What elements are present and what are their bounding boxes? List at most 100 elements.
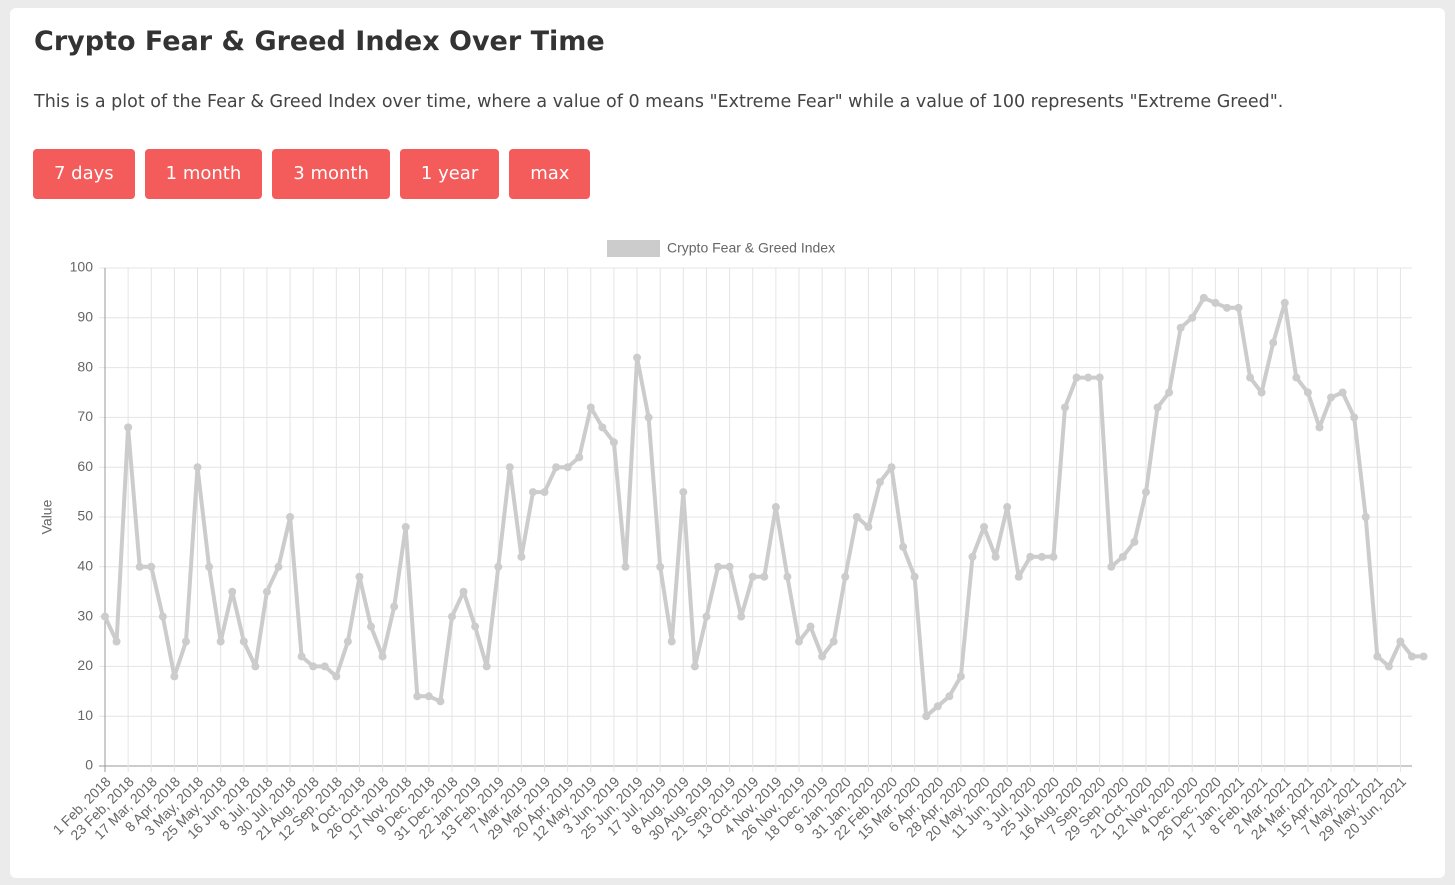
data-point: [1165, 388, 1174, 397]
data-point: [968, 552, 977, 561]
data-point: [1141, 488, 1150, 497]
data-point: [413, 692, 422, 701]
data-point: [794, 637, 803, 646]
data-point: [702, 612, 711, 621]
y-tick-label: 20: [77, 657, 93, 673]
data-point: [1130, 537, 1139, 546]
data-point: [424, 692, 433, 701]
data-point: [575, 453, 584, 462]
data-point: [899, 542, 908, 551]
y-tick-label: 60: [77, 458, 93, 474]
data-point: [1234, 303, 1243, 312]
data-point: [829, 637, 838, 646]
data-point: [563, 463, 572, 472]
data-point: [633, 353, 642, 362]
data-point: [1350, 413, 1359, 422]
data-point: [1003, 503, 1012, 512]
data-point: [297, 652, 306, 661]
data-point: [667, 637, 676, 646]
data-point: [1280, 298, 1289, 307]
data-point: [1199, 293, 1208, 302]
data-point: [390, 602, 399, 611]
data-point: [1222, 303, 1231, 312]
range-button[interactable]: 1 month: [144, 149, 263, 199]
data-point: [760, 572, 769, 581]
data-point: [933, 702, 942, 711]
data-point: [124, 423, 133, 432]
data-point: [1061, 403, 1070, 412]
data-point: [1049, 552, 1058, 561]
y-tick-label: 70: [77, 408, 93, 424]
data-point: [378, 652, 387, 661]
range-button[interactable]: 3 month: [272, 149, 390, 199]
data-point: [725, 562, 734, 571]
data-point: [1153, 403, 1162, 412]
data-point: [852, 513, 861, 521]
data-point: [1246, 373, 1255, 382]
y-tick-label: 30: [77, 607, 93, 623]
data-point: [309, 662, 318, 671]
data-point: [1211, 298, 1220, 307]
data-point: [922, 712, 931, 721]
data-point: [447, 612, 456, 621]
data-point: [355, 572, 364, 581]
data-point: [1095, 373, 1104, 382]
data-point: [552, 463, 561, 472]
y-tick-label: 10: [77, 707, 93, 723]
data-point: [1384, 662, 1393, 671]
range-button[interactable]: 7 days: [33, 149, 135, 199]
data-point: [991, 552, 1000, 561]
data-point: [158, 612, 167, 621]
data-point: [656, 562, 665, 571]
data-point: [1188, 313, 1197, 322]
data-point: [482, 662, 491, 671]
y-tick-label: 50: [77, 508, 93, 524]
data-point: [170, 672, 179, 681]
data-point: [1037, 552, 1046, 561]
data-point: [528, 488, 537, 497]
data-point: [737, 612, 746, 621]
data-point: [135, 562, 144, 571]
range-button[interactable]: 1 year: [399, 149, 500, 199]
data-point: [251, 662, 260, 671]
data-point: [332, 672, 341, 681]
data-point: [1014, 572, 1023, 581]
data-point: [748, 572, 757, 581]
range-button[interactable]: max: [509, 149, 591, 199]
data-point: [1396, 637, 1405, 646]
data-point: [1327, 393, 1336, 402]
data-point: [771, 503, 780, 512]
data-point: [505, 463, 514, 472]
data-point: [783, 572, 792, 581]
data-point: [1257, 388, 1266, 397]
data-point: [1107, 562, 1116, 571]
data-point: [193, 463, 202, 472]
data-point: [320, 662, 329, 671]
data-point: [980, 522, 989, 531]
data-point: [1292, 373, 1301, 382]
data-point: [1072, 373, 1081, 382]
data-point: [1419, 652, 1428, 661]
y-axis-label: Value: [39, 499, 55, 534]
data-point: [1084, 373, 1093, 382]
data-point: [436, 697, 445, 706]
data-point: [598, 423, 607, 432]
data-point: [945, 692, 954, 701]
data-point: [228, 587, 237, 596]
card: Crypto Fear & Greed Index Over Time This…: [10, 8, 1445, 878]
data-point: [910, 572, 919, 581]
description: This is a plot of the Fear & Greed Index…: [34, 92, 1284, 112]
legend-swatch: [607, 240, 660, 257]
data-point: [586, 403, 595, 412]
data-point: [1118, 552, 1127, 561]
data-point: [112, 637, 121, 646]
data-point: [621, 562, 630, 571]
data-point: [609, 438, 618, 447]
y-tick-label: 90: [77, 309, 93, 325]
data-point: [1303, 388, 1312, 397]
data-point: [875, 478, 884, 487]
data-point: [1176, 323, 1185, 332]
data-point: [205, 562, 214, 571]
y-tick-label: 40: [77, 558, 93, 574]
